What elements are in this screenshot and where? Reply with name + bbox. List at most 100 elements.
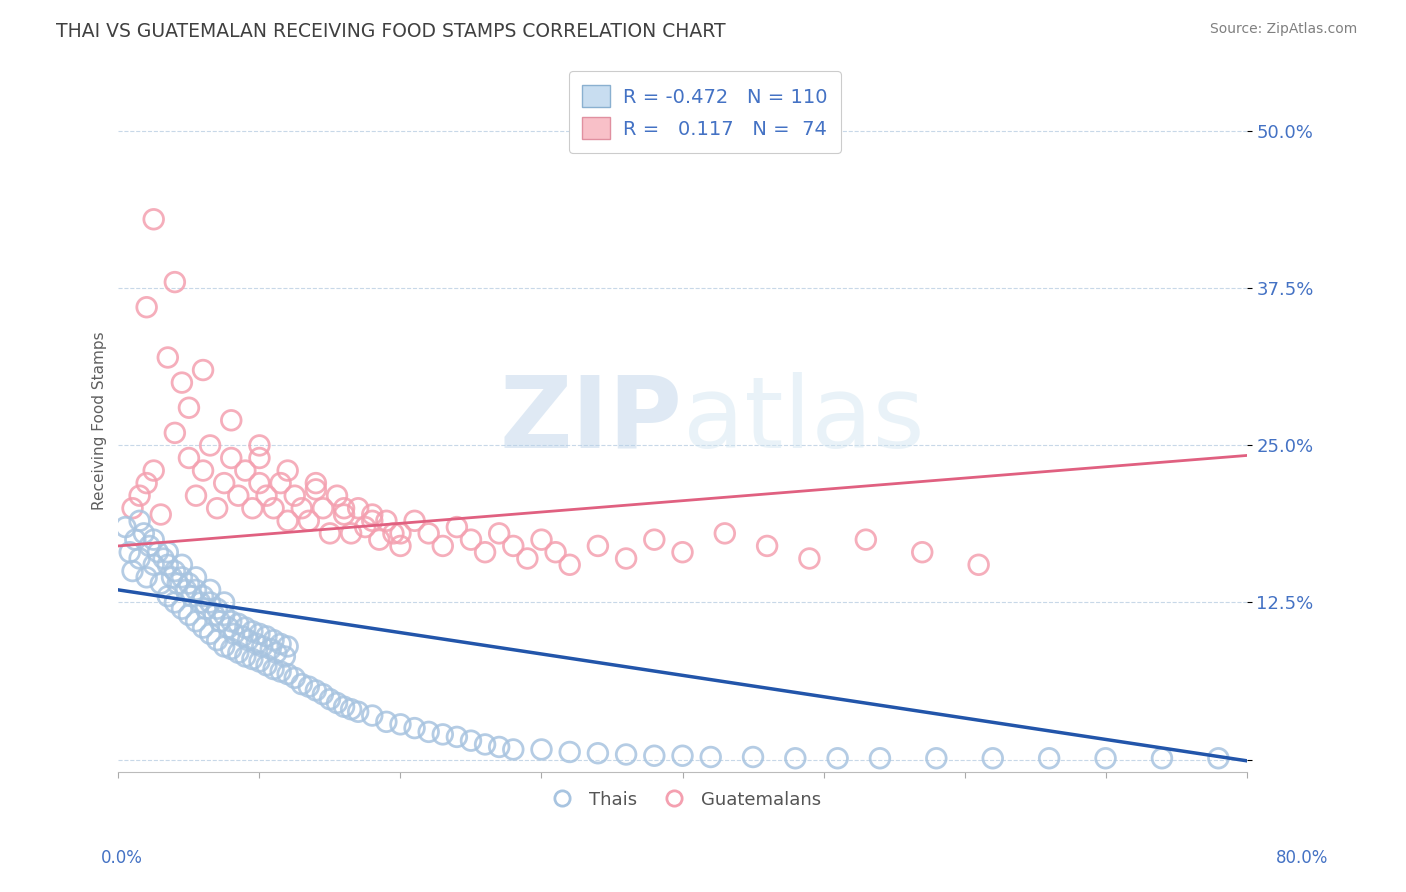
Point (614, 551, 637, 566)
Point (274, 649, 297, 664)
Point (270, 476, 292, 491)
Point (156, 545, 179, 559)
Point (432, 727, 454, 741)
Point (530, 742, 553, 756)
Legend: Thais, Guatemalans: Thais, Guatemalans (537, 783, 828, 816)
Point (191, 589, 214, 603)
Point (319, 692, 342, 706)
Point (502, 742, 524, 756)
Point (911, 545, 934, 559)
Point (238, 633, 260, 648)
Point (404, 514, 426, 528)
Point (446, 730, 468, 744)
Point (174, 582, 197, 597)
Point (249, 476, 271, 491)
Point (256, 489, 278, 503)
Point (177, 576, 200, 591)
Point (142, 533, 165, 547)
Point (263, 501, 285, 516)
Point (270, 637, 292, 651)
Point (156, 589, 179, 603)
Point (298, 680, 321, 694)
Point (256, 629, 278, 643)
Point (389, 526, 412, 541)
Point (460, 733, 482, 747)
Point (389, 717, 412, 731)
Point (333, 699, 356, 714)
Point (205, 601, 228, 615)
Point (138, 539, 160, 553)
Point (474, 738, 496, 752)
Point (198, 438, 221, 452)
Point (368, 533, 391, 547)
Point (232, 629, 254, 643)
Point (142, 464, 165, 478)
Point (219, 642, 242, 657)
Point (361, 514, 384, 528)
Point (643, 748, 665, 763)
Point (198, 595, 221, 609)
Point (1094, 751, 1116, 765)
Point (277, 640, 299, 654)
Point (235, 464, 257, 478)
Point (219, 450, 242, 465)
Point (305, 683, 328, 698)
Point (305, 483, 328, 497)
Point (180, 589, 202, 603)
Text: Source: ZipAtlas.com: Source: ZipAtlas.com (1209, 22, 1357, 37)
Point (312, 501, 335, 516)
Point (277, 514, 299, 528)
Point (124, 533, 146, 547)
Point (177, 607, 200, 622)
Point (222, 627, 245, 641)
Point (488, 526, 510, 541)
Point (375, 514, 398, 528)
Point (319, 526, 342, 541)
Point (156, 558, 179, 572)
Point (298, 514, 321, 528)
Point (333, 501, 356, 516)
Point (212, 476, 235, 491)
Point (266, 646, 288, 660)
Point (260, 642, 283, 657)
Point (121, 501, 143, 516)
Point (333, 508, 356, 522)
Point (530, 533, 553, 547)
Point (135, 476, 157, 491)
Point (166, 576, 188, 591)
Point (799, 551, 821, 566)
Point (516, 551, 538, 566)
Point (212, 607, 235, 622)
Point (742, 750, 765, 764)
Point (446, 520, 468, 534)
Point (149, 576, 172, 591)
Point (242, 652, 264, 666)
Point (205, 633, 228, 648)
Point (170, 601, 193, 615)
Point (249, 655, 271, 669)
Point (305, 476, 328, 491)
Point (252, 640, 274, 654)
Point (389, 539, 412, 553)
Point (121, 564, 143, 578)
Point (263, 662, 285, 676)
Point (277, 667, 299, 681)
Point (671, 748, 693, 763)
Point (277, 464, 299, 478)
Point (291, 501, 314, 516)
Point (135, 300, 157, 314)
Point (235, 621, 257, 635)
Point (128, 489, 150, 503)
Point (432, 539, 454, 553)
Point (149, 508, 172, 522)
Point (382, 526, 405, 541)
Point (488, 739, 510, 754)
Point (208, 615, 231, 629)
Point (558, 558, 581, 572)
Point (184, 570, 207, 584)
Point (163, 564, 186, 578)
Point (326, 696, 349, 710)
Point (418, 724, 440, 739)
Y-axis label: Receiving Food Stamps: Receiving Food Stamps (93, 331, 107, 509)
Point (142, 558, 165, 572)
